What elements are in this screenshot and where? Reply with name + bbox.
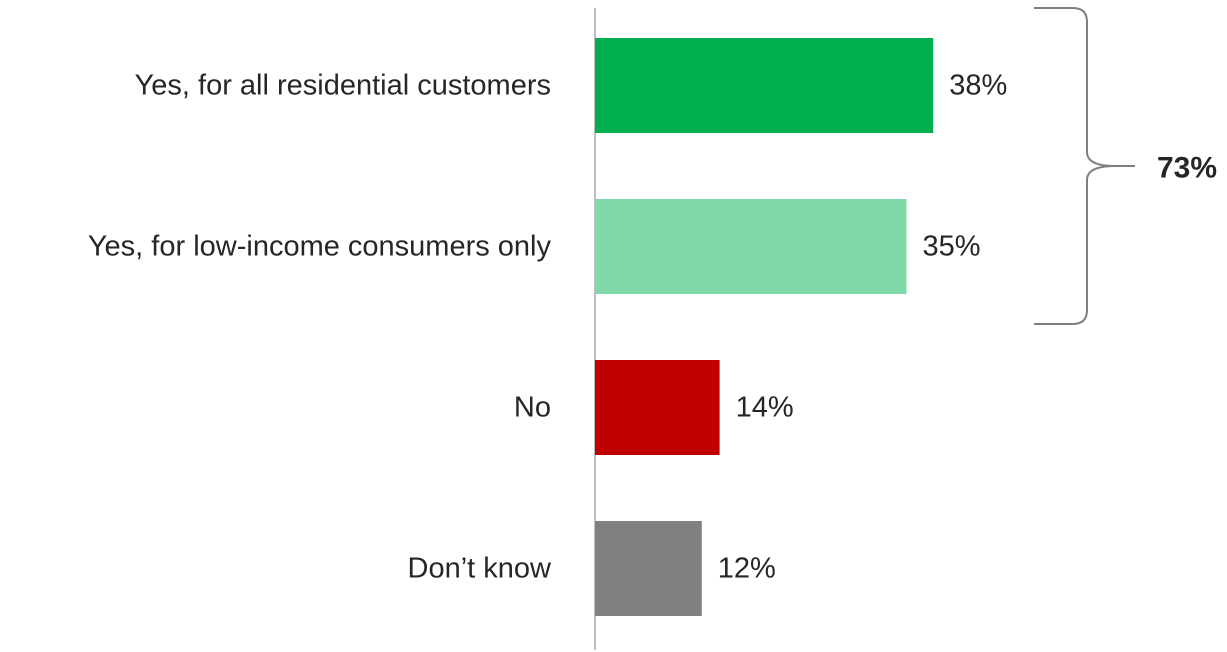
annotation-layer: 73%: [1034, 7, 1217, 325]
category-label-2: No: [514, 392, 551, 424]
labels-layer: Yes, for all residential customers 38% Yes…: [88, 70, 1007, 585]
bar-0: [595, 38, 934, 133]
bar-3: [595, 521, 702, 616]
bracket-total-label: 73%: [1157, 152, 1217, 185]
value-label-1: 35%: [923, 231, 981, 263]
category-label-3: Don’t know: [408, 553, 553, 585]
value-label-3: 12%: [718, 553, 776, 585]
bar-2: [595, 360, 720, 455]
bracket-annotation: [1034, 7, 1135, 325]
bars-layer: [595, 38, 934, 616]
value-label-0: 38%: [949, 70, 1007, 102]
value-label-2: 14%: [736, 392, 794, 424]
category-label-1: Yes, for low-income consumers only: [88, 231, 552, 263]
bar-1: [595, 199, 907, 294]
category-label-0: Yes, for all residential customers: [135, 70, 551, 102]
